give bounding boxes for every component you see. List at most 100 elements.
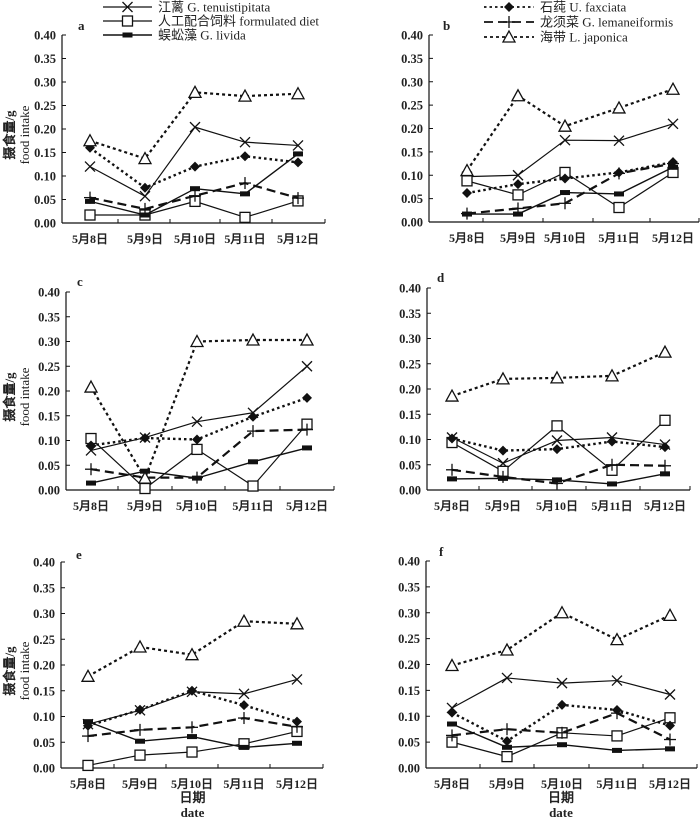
y-tick-label: 0.25 [399,357,421,371]
series-formulated [84,195,304,224]
data-point-lemaneiformis [139,202,151,215]
y-tick-label: 0.35 [398,580,420,594]
y-tick-label: 0.05 [398,736,420,750]
x-tick-label: 5月8日 [434,499,470,513]
legend-marker-diamond [504,2,514,12]
data-point-livida [447,476,457,482]
data-point-tenuistipitata [139,190,151,202]
data-point-formulated [512,189,524,201]
y-axis-title-en: food intake [17,641,32,700]
data-point-faxciata [192,434,202,445]
data-point-faxciata [557,699,567,710]
data-point-faxciata [552,444,562,455]
data-point-formulated [84,209,96,221]
data-point-formulated [186,746,198,758]
y-axis-title-cn: 摄食量/g [2,646,17,696]
data-point-livida [190,186,200,192]
x-tick-label: 5月8日 [70,777,106,791]
data-point-faxciata [135,704,145,715]
data-point-faxciata [498,445,508,456]
y-axis-title-cn: 摄食量/g [2,110,17,160]
data-point-formulated [551,420,563,432]
series-faxciata [85,142,303,193]
series-lemaneiformis [82,712,303,743]
y-tick-label: 0.20 [38,385,60,399]
data-point-lemaneiformis [559,197,571,210]
data-point-tenuistipitata [512,169,524,181]
data-point-lemaneiformis [446,463,458,476]
data-point-formulated [191,443,203,456]
data-point-tenuistipitata [501,672,513,684]
data-point-lemaneiformis [292,192,304,205]
y-tick-label: 0.40 [401,29,423,43]
data-point-faxciata [240,151,250,162]
data-point-japonica [609,632,625,646]
data-point-japonica [444,388,460,402]
data-point-livida [612,747,622,753]
y-tick-label: 0.10 [38,434,60,448]
x-tick-label: 5月12日 [652,231,694,245]
y-tick-label: 0.40 [34,29,56,43]
legend-item-faxciata: 石莼 U. faxciata [484,0,627,15]
y-tick-label: 0.20 [399,383,421,397]
data-point-japonica [237,88,253,102]
y-tick-label: 0.20 [398,658,420,672]
data-point-lemaneiformis [446,729,458,742]
panel-f: 0.00 0.05 0.10 0.15 0.20 0.25 0.30 0.35 0.40 5月8日… [398,544,698,820]
data-point-japonica [665,81,681,95]
data-point-livida [660,471,670,477]
y-axis-title: 摄食量/g food intake [2,641,32,700]
data-point-livida [240,191,250,197]
y-axis-title: 摄食量/g food intake [2,105,32,164]
data-point-lemaneiformis [186,721,198,734]
legend-marker-x [122,1,133,13]
x-tick-label: 5月10日 [176,499,218,513]
data-point-faxciata [239,700,249,711]
data-point-faxciata [302,392,312,403]
data-point-tenuistipitata [556,677,568,689]
data-point-japonica [189,334,205,348]
y-tick-label: 0.10 [399,433,421,447]
y-tick-label: 0.10 [398,710,420,724]
y-tick-label: 0.20 [34,123,56,137]
data-point-tenuistipitata [239,136,251,148]
data-point-formulated [139,482,151,495]
data-point-japonica [245,332,261,346]
data-point-livida [293,151,303,157]
y-tick-label: 0.00 [33,762,55,776]
x-tick-label: 5月11日 [591,499,632,513]
x-tick-label: 5月9日 [122,777,158,791]
data-point-formulated [611,730,623,742]
legend-label: 蜈蚣藻 G. livida [158,28,246,43]
data-point-faxciata [660,442,670,453]
panel-letter: d [437,270,445,285]
data-point-tenuistipitata [292,139,304,151]
panel-letter: f [439,544,444,559]
data-point-faxciata [293,157,303,168]
data-point-formulated [82,759,94,772]
data-point-japonica [83,379,99,393]
data-point-japonica [82,133,98,147]
y-axis-title-cn: 摄食量/g [2,372,17,422]
panel-e: 0.00 0.05 0.10 0.15 0.20 0.25 0.30 0.35 0.40 5月8日… [2,547,324,820]
y-tick-label: 0.40 [399,282,421,296]
series-formulated [446,712,676,763]
series-faxciata [86,392,312,451]
x-tick-label: 5月10日 [174,232,216,246]
data-point-faxciata [502,736,512,747]
y-tick-label: 0.15 [401,145,423,159]
data-point-lemaneiformis [191,471,203,484]
y-tick-label: 0.15 [398,684,420,698]
data-point-lemaneiformis [556,726,568,739]
data-point-tenuistipitata [559,134,571,146]
x-tick-label: 5月10日 [541,777,583,791]
panel-c: 0.00 0.05 0.10 0.15 0.20 0.25 0.30 0.35 0.40 5月8日… [2,274,335,513]
data-point-livida [292,740,302,746]
y-tick-label: 0.40 [33,556,55,570]
panel-letter: b [443,18,450,33]
data-point-tenuistipitata [667,118,679,130]
data-point-faxciata [140,433,150,444]
y-tick-label: 0.15 [33,684,55,698]
data-point-lemaneiformis [501,723,513,736]
data-point-japonica [137,470,153,484]
